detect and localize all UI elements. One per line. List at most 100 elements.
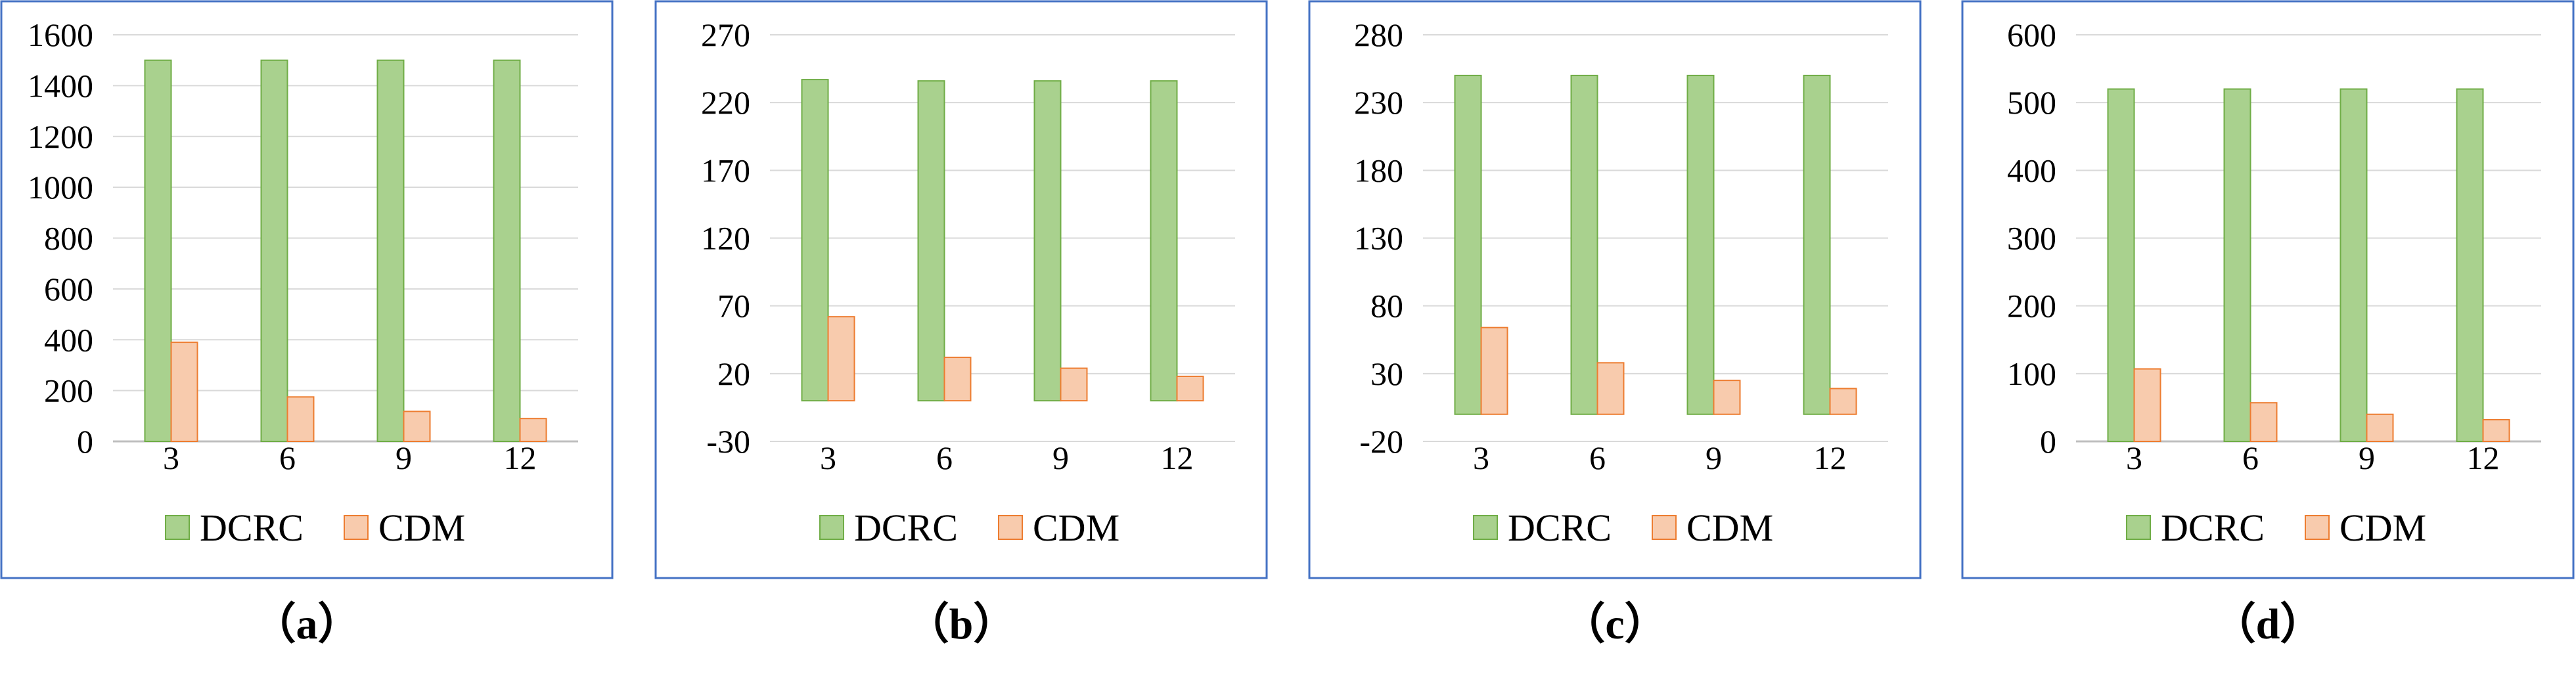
- y-tick-label: 30: [1370, 355, 1403, 392]
- legend-swatch-dcrc: [1473, 515, 1498, 540]
- y-tick-label: 280: [1354, 16, 1403, 53]
- legend-swatch-cdm: [998, 515, 1023, 540]
- y-tick-label: 200: [44, 372, 93, 409]
- legend-label-dcrc: DCRC: [854, 506, 958, 549]
- x-tick-label: 6: [2242, 439, 2259, 476]
- bar-dcrc: [1803, 74, 1831, 415]
- legend-label-cdm: CDM: [1033, 506, 1119, 549]
- y-tick-label: 600: [2007, 16, 2056, 53]
- legend-swatch-dcrc: [2126, 515, 2151, 540]
- y-tick-label: 100: [2007, 355, 2056, 392]
- y-tick-label: 1200: [28, 118, 93, 155]
- x-tick-label: 6: [1589, 439, 1606, 476]
- bar-dcrc: [2107, 88, 2135, 443]
- y-tick-label: 170: [701, 152, 750, 189]
- legend-label-cdm: CDM: [378, 506, 465, 549]
- x-tick-label: 12: [2467, 439, 2500, 476]
- bar-dcrc: [801, 79, 829, 402]
- y-tick-label: 200: [2007, 288, 2056, 324]
- y-tick-label: 20: [717, 355, 750, 392]
- y-tick-label: 270: [701, 16, 750, 53]
- bar-dcrc: [1150, 80, 1178, 402]
- bar-dcrc: [376, 59, 405, 442]
- bar-dcrc: [1033, 80, 1062, 402]
- legend-label-cdm: CDM: [1686, 506, 1773, 549]
- bar-dcrc: [144, 59, 172, 442]
- y-tick-label: -20: [1359, 423, 1403, 460]
- legend-label-dcrc: DCRC: [1508, 506, 1612, 549]
- bar-cdm: [286, 396, 315, 442]
- bar-dcrc: [917, 80, 945, 402]
- bar-cdm: [1713, 380, 1741, 415]
- bar-cdm: [519, 418, 547, 443]
- y-tick-label: 400: [2007, 152, 2056, 189]
- panel-caption: （d）: [2213, 600, 2324, 648]
- legend-label-dcrc: DCRC: [200, 506, 304, 549]
- bar-dcrc: [260, 59, 288, 442]
- y-tick-label: 70: [717, 288, 750, 324]
- x-tick-label: 12: [1161, 439, 1194, 476]
- bar-dcrc: [1686, 74, 1715, 415]
- y-tick-label: 180: [1354, 152, 1403, 189]
- y-tick-label: 230: [1354, 84, 1403, 121]
- bar-dcrc: [2223, 88, 2251, 443]
- x-tick-label: 3: [820, 439, 836, 476]
- bar-cdm: [2249, 402, 2278, 443]
- x-tick-label: 3: [1473, 439, 1489, 476]
- x-tick-label: 6: [279, 439, 296, 476]
- y-tick-label: -30: [706, 423, 750, 460]
- chart-panel-0: 0 200 400 600 800 1000 1200 1400 1600 3 6 9 12 DCRC CD…: [0, 0, 614, 648]
- y-tick-label: 80: [1370, 288, 1403, 324]
- legend-swatch-dcrc: [165, 515, 190, 540]
- bar-cdm: [2366, 413, 2394, 443]
- x-tick-label: 9: [2359, 439, 2375, 476]
- legend-label-dcrc: DCRC: [2161, 506, 2265, 549]
- x-tick-label: 12: [504, 439, 537, 476]
- bar-cdm: [827, 316, 855, 402]
- bar-cdm: [403, 411, 431, 443]
- chart-panel-1: -30 20 70 120 170 220 270 3 6 9 12 DCRC CDM （b）: [654, 0, 1268, 648]
- x-tick-label: 12: [1814, 439, 1847, 476]
- panel-caption: （b）: [906, 600, 1017, 648]
- legend-label-cdm: CDM: [2339, 506, 2426, 549]
- y-tick-label: 120: [701, 220, 750, 257]
- y-tick-label: 500: [2007, 84, 2056, 121]
- bar-dcrc: [1570, 74, 1598, 415]
- y-tick-label: 300: [2007, 220, 2056, 257]
- bar-dcrc: [1454, 74, 1482, 415]
- y-tick-label: 0: [77, 423, 93, 460]
- x-tick-label: 3: [163, 439, 179, 476]
- x-tick-label: 3: [2126, 439, 2142, 476]
- bar-dcrc: [2456, 88, 2484, 443]
- chart-panel-2: -20 30 80 130 180 230 280 3 6 9 12 DCRC CDM （c）: [1308, 0, 1922, 648]
- y-tick-label: 400: [44, 321, 93, 358]
- chart-panel-3: 0 100 200 300 400 500 600 3 6 9 12 DCRC CDM （d）: [1961, 0, 2575, 648]
- y-tick-label: 1600: [28, 16, 93, 53]
- y-tick-label: 130: [1354, 220, 1403, 257]
- bar-cdm: [1060, 367, 1088, 402]
- y-tick-label: 0: [2040, 423, 2056, 460]
- panel-caption: （a）: [253, 600, 361, 648]
- y-tick-label: 600: [44, 271, 93, 307]
- bar-cdm: [1596, 362, 1625, 415]
- bar-cdm: [1176, 375, 1204, 402]
- bar-cdm: [2482, 418, 2510, 443]
- bar-dcrc: [2339, 88, 2368, 443]
- legend-swatch-cdm: [2305, 515, 2330, 540]
- bar-cdm: [943, 357, 972, 402]
- bar-cdm: [170, 342, 198, 443]
- x-tick-label: 9: [1706, 439, 1722, 476]
- y-tick-label: 800: [44, 220, 93, 257]
- legend-swatch-cdm: [344, 515, 369, 540]
- bar-dcrc: [493, 59, 521, 442]
- x-tick-label: 6: [936, 439, 953, 476]
- legend-swatch-dcrc: [819, 515, 844, 540]
- panel-caption: （c）: [1562, 600, 1667, 648]
- bar-cdm: [1829, 388, 1857, 415]
- y-tick-label: 220: [701, 84, 750, 121]
- bar-cdm: [2133, 368, 2161, 443]
- y-tick-label: 1000: [28, 169, 93, 206]
- x-tick-label: 9: [1052, 439, 1069, 476]
- legend-swatch-cdm: [1652, 515, 1677, 540]
